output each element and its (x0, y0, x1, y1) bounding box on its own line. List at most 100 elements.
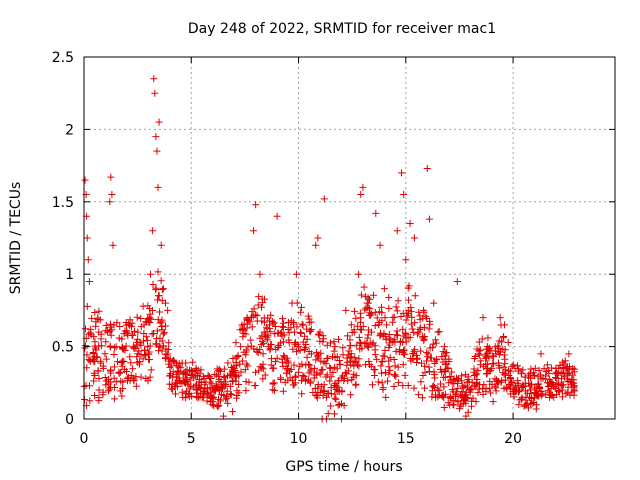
data-point (272, 358, 280, 366)
data-point (448, 386, 456, 394)
data-point (362, 304, 370, 312)
data-point (382, 369, 390, 377)
data-point (316, 370, 324, 378)
data-point (229, 355, 237, 363)
data-point (205, 373, 213, 381)
data-point (365, 295, 373, 303)
data-point (273, 212, 281, 220)
data-point (220, 365, 228, 373)
data-point (501, 321, 509, 329)
data-point (424, 350, 432, 358)
data-point (97, 357, 105, 365)
data-point (88, 314, 96, 322)
data-point (307, 318, 315, 326)
data-point (266, 328, 274, 336)
data-point (377, 362, 385, 370)
data-point (390, 382, 398, 390)
data-point (499, 345, 507, 353)
data-point (226, 370, 234, 378)
data-points (80, 75, 578, 423)
data-point (394, 379, 402, 387)
data-point (168, 380, 176, 388)
data-point (446, 373, 454, 381)
data-point (252, 368, 260, 376)
data-point (140, 321, 148, 329)
data-point (373, 314, 381, 322)
data-point (228, 408, 236, 416)
data-point (342, 306, 350, 314)
data-point (382, 393, 390, 401)
data-point (449, 401, 457, 409)
data-point (209, 398, 217, 406)
data-point (547, 385, 555, 393)
data-point (81, 176, 89, 184)
data-point (255, 293, 263, 301)
data-point (137, 315, 145, 323)
data-point (568, 388, 576, 396)
data-point (370, 371, 378, 379)
data-point (307, 350, 315, 358)
data-point (353, 341, 361, 349)
data-point (376, 241, 384, 249)
data-point (357, 191, 365, 199)
data-point (334, 401, 342, 409)
data-point (522, 401, 530, 409)
data-point (128, 331, 136, 339)
data-point (375, 318, 383, 326)
data-point (182, 359, 190, 367)
data-point (119, 357, 127, 365)
data-point (371, 308, 379, 316)
data-point (299, 321, 307, 329)
data-point (313, 394, 321, 402)
data-point (303, 353, 311, 361)
data-point (200, 374, 208, 382)
x-tick-label: 15 (397, 431, 415, 447)
data-point (324, 354, 332, 362)
data-point (266, 321, 273, 329)
data-point (570, 384, 578, 392)
data-point (278, 323, 286, 331)
data-point (302, 375, 310, 383)
data-point (315, 331, 323, 339)
data-point (164, 306, 172, 314)
data-point (127, 372, 135, 380)
data-point (457, 372, 465, 380)
data-point (558, 393, 566, 401)
data-point (515, 365, 523, 373)
data-point (506, 367, 514, 375)
data-point (479, 384, 487, 392)
data-point (534, 380, 542, 388)
data-point (297, 303, 305, 311)
data-point (123, 328, 131, 336)
data-point (386, 366, 394, 374)
data-point (483, 343, 491, 351)
data-point (307, 326, 315, 334)
data-point (202, 378, 210, 386)
data-point (475, 385, 483, 393)
data-point (234, 352, 242, 360)
data-point (129, 365, 137, 373)
data-point (96, 316, 104, 324)
data-point (392, 331, 400, 339)
data-point (466, 386, 474, 394)
data-point (83, 234, 91, 242)
data-point (419, 372, 427, 380)
data-point (423, 357, 431, 365)
data-point (555, 387, 563, 395)
data-point (255, 367, 263, 375)
data-point (351, 354, 359, 362)
data-point (339, 344, 347, 352)
data-point (275, 341, 283, 349)
data-point (289, 345, 297, 353)
data-point (430, 299, 438, 307)
data-point (362, 293, 370, 301)
data-point (292, 270, 300, 278)
data-point (144, 302, 152, 310)
data-point (295, 343, 303, 351)
data-point (208, 380, 216, 388)
data-point (380, 285, 388, 293)
data-point (297, 308, 305, 316)
data-point (172, 379, 180, 387)
data-point (86, 397, 94, 405)
data-point (152, 133, 160, 141)
